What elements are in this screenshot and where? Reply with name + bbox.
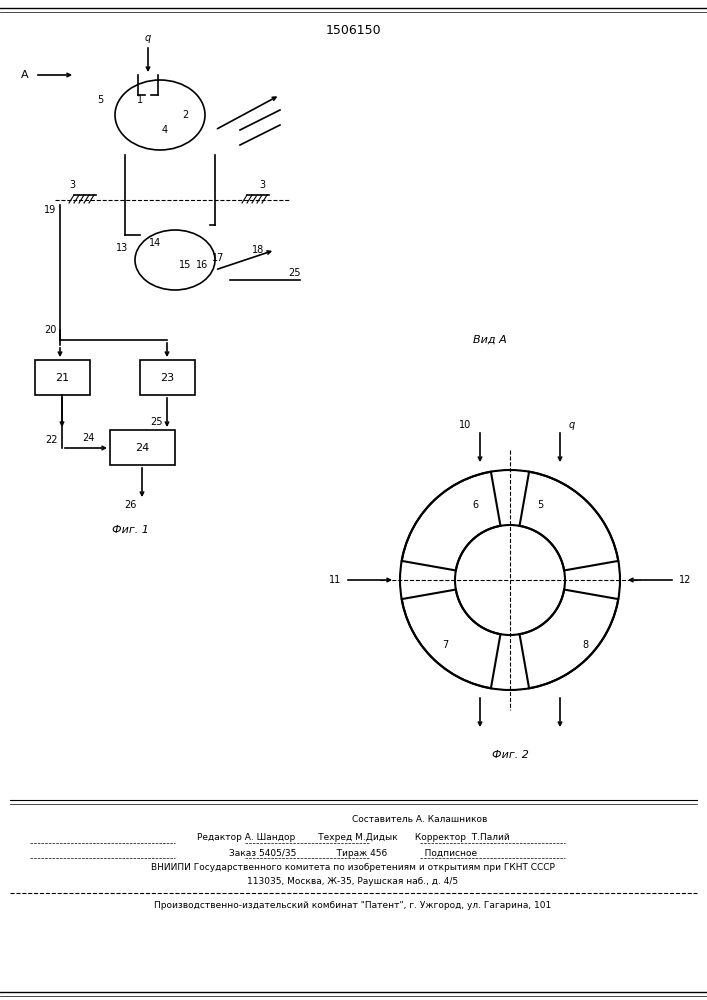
Text: 25: 25 — [288, 268, 301, 278]
Text: 3: 3 — [259, 180, 265, 190]
Text: 19: 19 — [44, 205, 56, 215]
Text: q: q — [569, 420, 575, 430]
Bar — [35, 360, 90, 395]
Text: 23: 23 — [160, 373, 174, 383]
Text: 6: 6 — [472, 500, 478, 510]
Text: Фиг. 2: Фиг. 2 — [491, 750, 528, 760]
Text: 22: 22 — [46, 435, 58, 445]
Bar — [140, 360, 195, 395]
Text: Заказ 5405/35              Тираж 456             Подписное: Заказ 5405/35 Тираж 456 Подписное — [229, 850, 477, 858]
Text: q: q — [145, 33, 151, 43]
Text: 7: 7 — [442, 640, 448, 650]
Text: 5: 5 — [97, 95, 103, 105]
Text: 14: 14 — [149, 238, 161, 248]
Text: 21: 21 — [55, 373, 69, 383]
Text: Редактор А. Шандор        Техред М.Дидык      Корректор  Т.Палий: Редактор А. Шандор Техред М.Дидык Коррек… — [197, 834, 509, 842]
Text: 12: 12 — [679, 575, 691, 585]
Text: 13: 13 — [116, 243, 128, 253]
Text: 20: 20 — [44, 325, 56, 335]
Text: А: А — [21, 70, 29, 80]
Text: 2: 2 — [182, 110, 188, 120]
Text: 17: 17 — [212, 253, 224, 263]
Text: 24: 24 — [135, 443, 149, 453]
Text: 18: 18 — [252, 245, 264, 255]
Text: 4: 4 — [162, 125, 168, 135]
Text: 10: 10 — [459, 420, 471, 430]
Text: 5: 5 — [537, 500, 543, 510]
Text: Производственно-издательский комбинат "Патент", г. Ужгород, ул. Гагарина, 101: Производственно-издательский комбинат "П… — [154, 900, 551, 910]
Text: Вид А: Вид А — [473, 335, 507, 345]
Text: 113035, Москва, Ж-35, Раушская наб., д. 4/5: 113035, Москва, Ж-35, Раушская наб., д. … — [247, 878, 459, 886]
Text: 26: 26 — [124, 500, 136, 510]
Text: 15: 15 — [179, 260, 191, 270]
Text: 16: 16 — [196, 260, 208, 270]
Text: 25: 25 — [151, 417, 163, 427]
Text: 1506150: 1506150 — [325, 23, 381, 36]
Text: 24: 24 — [82, 433, 94, 443]
Text: ВНИИПИ Государственного комитета по изобретениям и открытиям при ГКНТ СССР: ВНИИПИ Государственного комитета по изоб… — [151, 863, 555, 872]
Text: 11: 11 — [329, 575, 341, 585]
Text: Фиг. 1: Фиг. 1 — [112, 525, 148, 535]
Text: 3: 3 — [69, 180, 75, 190]
Text: Составитель А. Калашников: Составитель А. Калашников — [352, 816, 488, 824]
Text: 8: 8 — [582, 640, 588, 650]
Text: 1: 1 — [137, 95, 143, 105]
Bar — [110, 430, 175, 465]
